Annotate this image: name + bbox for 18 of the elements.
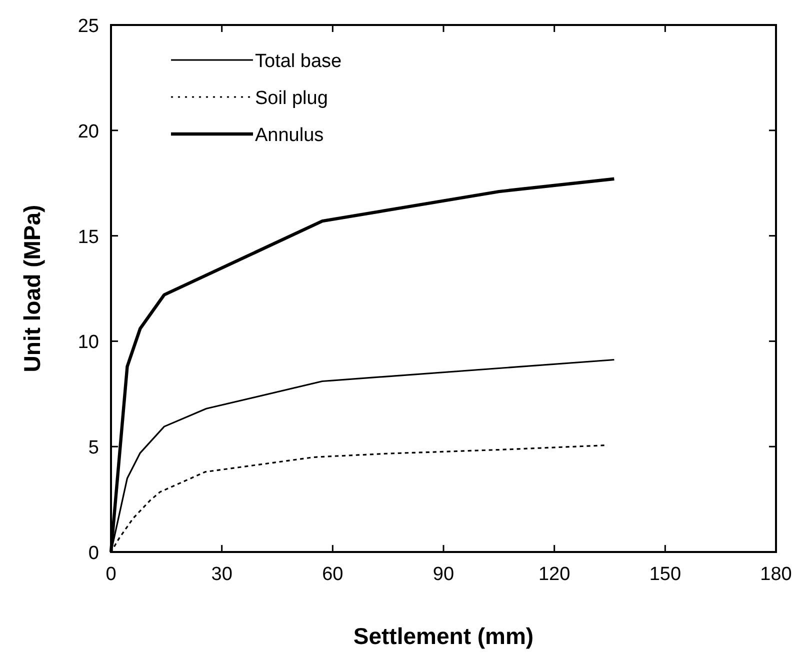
- x-tick-label: 120: [538, 564, 570, 585]
- y-tick-label: 25: [78, 16, 99, 37]
- y-tick-label: 10: [78, 332, 99, 354]
- legend-label: Total base: [255, 51, 342, 72]
- x-tick-label: 90: [432, 564, 454, 585]
- x-axis-title: Settlement (mm): [353, 623, 534, 649]
- x-tick-label: 180: [760, 564, 792, 585]
- x-tick-label: 30: [211, 564, 232, 585]
- y-axis-title: Unit load (MPa): [19, 204, 45, 372]
- y-tick-label: 20: [78, 121, 99, 142]
- y-tick-label: 15: [78, 226, 99, 248]
- x-tick-label: 60: [322, 564, 344, 585]
- x-tick-label: 0: [106, 564, 116, 585]
- y-tick-label: 0: [88, 543, 99, 564]
- legend-label: Soil plug: [255, 88, 328, 109]
- x-tick-label: 150: [649, 564, 682, 585]
- legend-label: Annulus: [255, 125, 324, 146]
- y-tick-label: 5: [88, 438, 99, 459]
